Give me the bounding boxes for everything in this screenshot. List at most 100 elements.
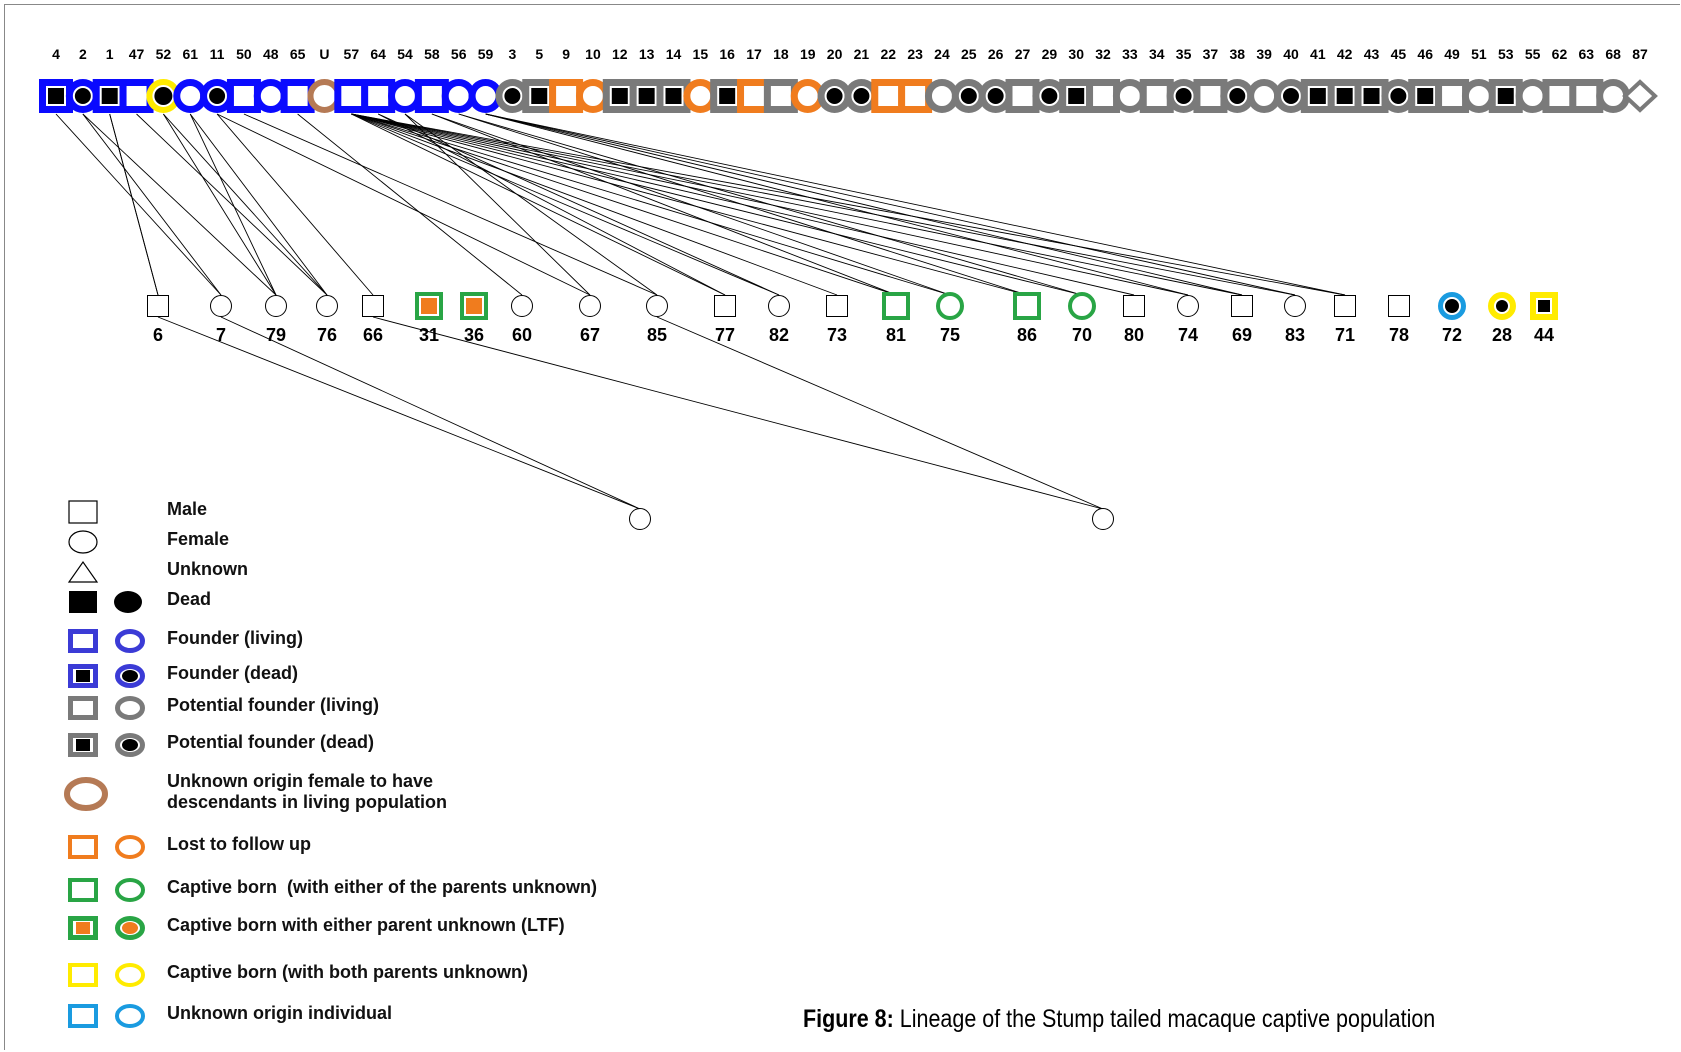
- descendant-link: [157, 316, 641, 510]
- founder-25: [951, 79, 986, 113]
- founder-label: 35: [1176, 46, 1192, 62]
- founder-10: [575, 79, 610, 113]
- founder-label: 12: [612, 46, 628, 62]
- founder-40: [1273, 79, 1308, 113]
- founder-49: [1435, 79, 1470, 113]
- offspring-label: 79: [266, 325, 286, 345]
- offspring-80: [1123, 295, 1145, 317]
- founder-label: 19: [800, 46, 816, 62]
- founder-label: 51: [1471, 46, 1487, 62]
- founder-20: [817, 79, 852, 113]
- offspring-75: [936, 292, 964, 320]
- founder-label: 49: [1444, 46, 1460, 62]
- offspring-78: [1388, 295, 1410, 317]
- founder-3: [495, 79, 530, 113]
- founder-57: [334, 79, 369, 113]
- offspring-label: 74: [1178, 325, 1198, 345]
- founder-46: [1408, 79, 1443, 113]
- offspring-85: [646, 295, 668, 317]
- offspring-label: 82: [769, 325, 789, 345]
- founder-34: [1139, 79, 1174, 113]
- figure-frame: [4, 4, 1680, 1050]
- founder-53: [1488, 79, 1523, 113]
- offspring-label: 73: [827, 325, 847, 345]
- founder-label: 29: [1042, 46, 1058, 62]
- founder-U: [307, 79, 342, 113]
- offspring-81: [882, 292, 910, 320]
- founder-label: U: [319, 46, 329, 62]
- founder-label: 23: [907, 46, 923, 62]
- offspring-73: [826, 295, 848, 317]
- offspring-82: [768, 295, 790, 317]
- legend-symbol-founder-dead: [68, 664, 145, 688]
- founder-52: [146, 79, 181, 113]
- offspring-79: [265, 295, 287, 317]
- founder-label: 63: [1579, 46, 1595, 62]
- founder-54: [388, 79, 423, 113]
- legend-symbol-potential-living: [68, 696, 145, 720]
- offspring-6: [147, 295, 169, 317]
- parent-link: [404, 113, 658, 296]
- legend-symbol-dead: [69, 591, 142, 613]
- founder-43: [1354, 79, 1389, 113]
- offspring-label: 67: [580, 325, 600, 345]
- offspring-label: 83: [1285, 325, 1305, 345]
- offspring-67: [579, 295, 601, 317]
- legend-symbol-potential-dead: [68, 733, 145, 757]
- offspring-7: [210, 295, 232, 317]
- founder-12: [602, 79, 637, 113]
- offspring-83: [1284, 295, 1306, 317]
- offspring-label: 71: [1335, 325, 1355, 345]
- parent-link: [163, 113, 277, 296]
- founder-label: 50: [236, 46, 252, 62]
- offspring-label: 75: [940, 325, 960, 345]
- legend-label-lost-follow-up: Lost to follow up: [167, 834, 311, 854]
- founder-label: 68: [1605, 46, 1621, 62]
- descendant-link: [372, 316, 1104, 510]
- founder-label: 2: [79, 46, 87, 62]
- founder-13: [629, 79, 664, 113]
- offspring-label: 69: [1232, 325, 1252, 345]
- founder-label: 55: [1525, 46, 1541, 62]
- offspring-label: 76: [317, 325, 337, 345]
- founder-label: 61: [182, 46, 198, 62]
- offspring-label: 44: [1534, 325, 1554, 345]
- founder-33: [1112, 79, 1147, 113]
- founder-87: [1622, 79, 1658, 113]
- founder-label: 41: [1310, 46, 1326, 62]
- founder-label: 11: [210, 46, 225, 62]
- legend-symbol-sym-unknown: [67, 560, 99, 583]
- parent-link: [136, 113, 328, 296]
- founder-24: [924, 79, 959, 113]
- legend-symbol-captive-both-unknown: [68, 963, 145, 987]
- founder-30: [1059, 79, 1094, 113]
- founder-label: 20: [827, 46, 843, 62]
- founder-label: 24: [934, 46, 950, 62]
- founder-label: 14: [666, 46, 682, 62]
- founder-label: 16: [719, 46, 735, 62]
- parent-link: [189, 113, 328, 296]
- offspring-row: [147, 292, 1558, 320]
- caption-number: Figure 8:: [803, 1005, 894, 1033]
- legend-label-dead: Dead: [167, 589, 212, 609]
- offspring-74: [1177, 295, 1199, 317]
- parent-link: [485, 113, 1296, 296]
- founder-label: 33: [1122, 46, 1138, 62]
- parent-link: [216, 113, 591, 296]
- founder-label: 59: [478, 46, 494, 62]
- founder-label: 64: [370, 46, 386, 62]
- founder-37: [1193, 79, 1228, 113]
- founder-58: [414, 79, 449, 113]
- founder-label: 56: [451, 46, 467, 62]
- legend-label-captive-one-unknown: Captive born (with either of the parents…: [167, 877, 598, 897]
- parent-link: [458, 113, 1028, 296]
- parent-link: [82, 113, 277, 296]
- founder-label: 32: [1095, 46, 1111, 62]
- parent-link: [485, 113, 1189, 296]
- founder-50: [226, 79, 261, 113]
- founder-label: 1: [106, 46, 114, 62]
- offspring-label: 28: [1492, 325, 1512, 345]
- offspring-label: 77: [715, 325, 735, 345]
- legend-symbol-unknown-origin-female: [64, 777, 108, 811]
